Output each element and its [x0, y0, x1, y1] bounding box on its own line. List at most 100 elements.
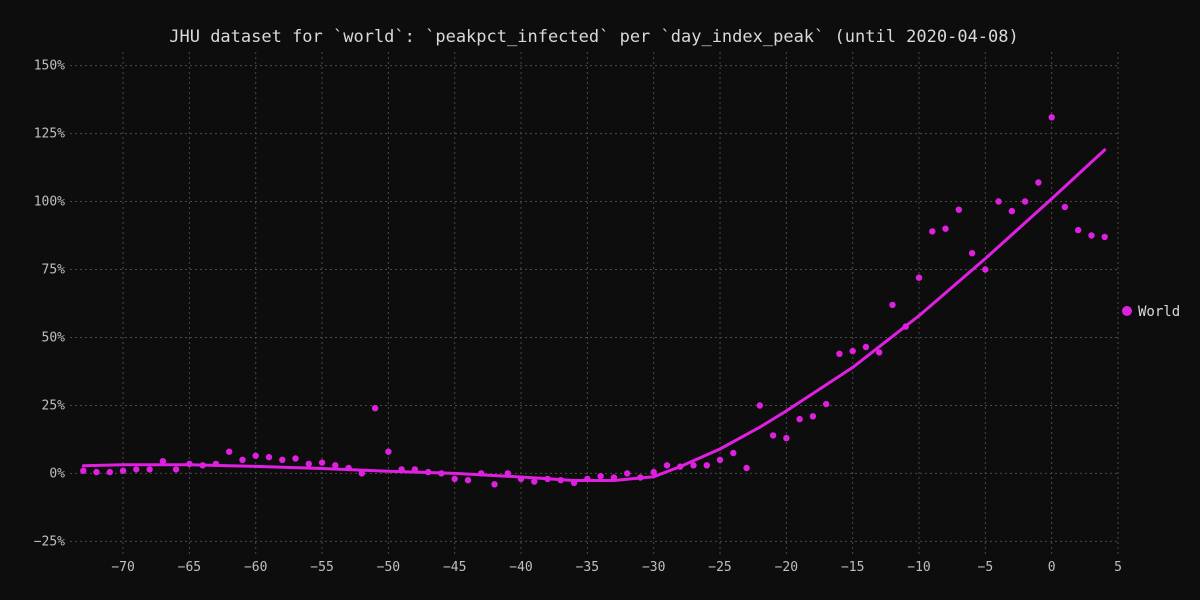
data-point: [531, 478, 538, 485]
data-point: [1101, 233, 1108, 241]
data-point: [279, 456, 286, 463]
y-tick-label: 100%: [34, 195, 65, 210]
data-point: [398, 466, 405, 473]
chart-title: JHU dataset for `world`: `peakpct_infect…: [169, 27, 1019, 47]
x-tick-label: −20: [775, 560, 798, 575]
data-point: [517, 475, 525, 483]
data-point: [690, 462, 697, 469]
y-tick-label: 25%: [42, 398, 66, 413]
data-point: [982, 266, 989, 273]
data-point: [292, 455, 299, 462]
data-point: [80, 467, 87, 474]
x-tick-label: −25: [708, 560, 731, 575]
y-tick-label: 150%: [34, 59, 65, 74]
data-point: [1048, 114, 1055, 121]
x-tick-label: −30: [642, 560, 665, 575]
data-point: [172, 466, 180, 473]
data-point: [371, 405, 379, 412]
x-tick-label: −40: [509, 560, 532, 575]
data-point: [942, 225, 949, 232]
data-point: [1035, 179, 1042, 186]
data-point: [730, 449, 737, 457]
data-point: [318, 459, 326, 466]
data-point: [345, 464, 352, 472]
x-tick-labels: −70 −65 −60 −55 −50 −45 −40 −35 −30 −25 −20 −15 −10−…: [111, 560, 1122, 575]
y-tick-label: 75%: [42, 263, 66, 278]
data-point: [929, 228, 936, 235]
x-tick-label: −35: [576, 560, 599, 575]
data-point: [743, 464, 750, 472]
data-point: [610, 474, 618, 481]
data-point: [703, 462, 710, 469]
data-point: [995, 198, 1002, 205]
x-tick-label: −50: [377, 560, 400, 575]
x-tick-label: −70: [111, 560, 134, 575]
data-point: [955, 206, 962, 213]
data-point: [491, 481, 498, 488]
legend-marker: [1122, 306, 1132, 316]
data-point: [677, 463, 684, 470]
data-point: [133, 466, 140, 473]
data-point: [464, 477, 472, 484]
data-point: [716, 456, 724, 463]
y-tick-label: 50%: [42, 330, 66, 345]
data-point: [836, 350, 843, 357]
data-point: [478, 470, 485, 477]
y-tick-label: 0%: [49, 466, 65, 481]
data-point: [756, 402, 763, 409]
data-point: [106, 468, 114, 476]
fit-line-layer: [81, 148, 1107, 482]
data-point: [902, 323, 909, 330]
data-point: [624, 470, 631, 477]
data-point: [438, 470, 445, 477]
data-point: [252, 452, 259, 459]
data-point: [769, 432, 777, 439]
data-point: [584, 475, 591, 483]
data-point: [915, 274, 923, 281]
x-tick-label: −60: [244, 560, 267, 575]
data-point: [451, 475, 458, 483]
data-point: [889, 301, 896, 309]
data-point: [119, 467, 127, 474]
data-point: [597, 473, 604, 480]
x-tick-label: −10: [907, 560, 930, 575]
points-layer: [80, 114, 1108, 488]
data-point: [557, 477, 564, 484]
data-point: [199, 462, 206, 469]
x-tick-label: −5: [978, 560, 994, 575]
y-tick-label: 125%: [34, 127, 65, 142]
data-point: [332, 462, 339, 469]
data-point: [1008, 207, 1016, 215]
data-point: [570, 479, 578, 487]
data-point: [849, 347, 856, 355]
data-point: [212, 460, 220, 468]
data-point: [146, 466, 153, 473]
data-point: [385, 448, 392, 455]
data-point: [159, 458, 167, 465]
data-point: [186, 460, 193, 468]
data-point: [796, 415, 803, 423]
x-tick-label: −45: [443, 560, 466, 575]
y-tick-labels: −25% 0% 25% 50% 75% 100% 125% 150%: [34, 59, 65, 550]
x-tick-label: −55: [310, 560, 333, 575]
data-point: [425, 468, 432, 476]
data-point: [1075, 226, 1082, 234]
data-point: [1021, 198, 1029, 205]
data-point: [226, 448, 233, 455]
data-point: [544, 475, 551, 483]
y-tick-label: −25%: [34, 534, 65, 549]
data-point: [1088, 232, 1095, 239]
legend: World: [1122, 304, 1180, 320]
x-tick-label: 5: [1114, 560, 1122, 575]
gridlines: [70, 52, 1119, 555]
data-point: [93, 468, 100, 476]
data-point: [663, 462, 671, 469]
data-point: [265, 453, 273, 461]
legend-label: World: [1138, 304, 1180, 320]
data-point: [823, 400, 830, 408]
x-tick-label: −65: [178, 560, 201, 575]
data-point: [411, 466, 419, 473]
data-point: [650, 468, 657, 476]
data-point: [876, 349, 883, 356]
